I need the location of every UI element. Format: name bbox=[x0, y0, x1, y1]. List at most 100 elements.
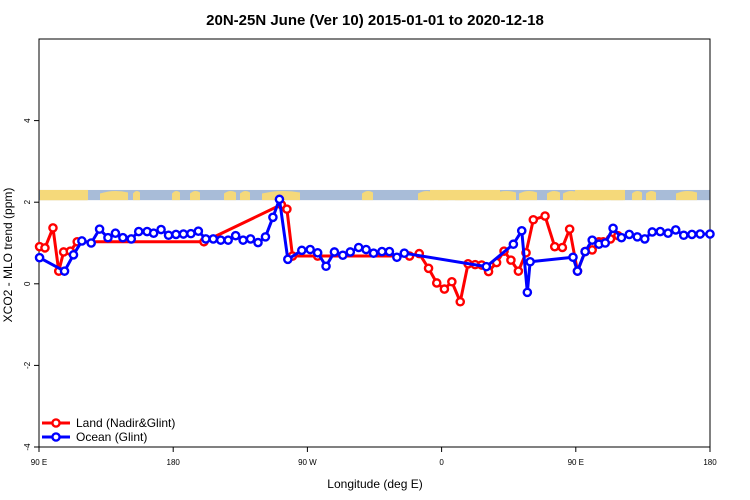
data-point bbox=[572, 266, 583, 276]
data-point bbox=[110, 228, 121, 239]
data-point bbox=[193, 226, 204, 236]
data-point bbox=[670, 225, 681, 235]
data-point bbox=[245, 234, 256, 244]
data-point bbox=[513, 266, 524, 276]
y-tick-label: -4 bbox=[23, 443, 32, 451]
y-tick-label: 4 bbox=[23, 118, 32, 123]
data-point bbox=[624, 229, 635, 240]
data-point bbox=[215, 235, 226, 245]
chart-title: 20N-25N June (Ver 10) 2015-01-01 to 2020… bbox=[206, 12, 544, 29]
data-point bbox=[118, 232, 128, 243]
x-tick-label: 90 E bbox=[568, 458, 584, 467]
data-point bbox=[353, 242, 364, 253]
map-land-shape bbox=[430, 189, 500, 201]
x-axis: 90 E 180 90 W 0 90 E 180 bbox=[31, 447, 717, 467]
data-point bbox=[305, 244, 315, 255]
data-point bbox=[377, 246, 387, 257]
series-ocean bbox=[34, 194, 715, 298]
data-point bbox=[77, 236, 87, 246]
x-tick-label: 180 bbox=[703, 458, 717, 467]
data-point bbox=[522, 287, 533, 298]
data-point bbox=[481, 261, 492, 272]
data-point bbox=[655, 226, 666, 237]
legend-label: Ocean (Glint) bbox=[76, 430, 147, 444]
data-point bbox=[201, 234, 211, 244]
data-point bbox=[253, 237, 263, 248]
map-land-shape bbox=[563, 190, 578, 201]
data-point bbox=[564, 224, 575, 234]
map-land-shape bbox=[172, 190, 180, 201]
data-point bbox=[695, 229, 705, 239]
data-point bbox=[557, 242, 568, 253]
data-point bbox=[678, 230, 689, 241]
data-point bbox=[321, 261, 331, 272]
data-point bbox=[616, 232, 627, 243]
data-point bbox=[423, 263, 434, 274]
data-point bbox=[163, 230, 174, 241]
map-land-shape bbox=[190, 190, 200, 201]
map-land-shape bbox=[676, 190, 697, 201]
data-point bbox=[34, 252, 45, 263]
data-point bbox=[608, 223, 618, 234]
y-axis: -4 -2 0 2 4 bbox=[23, 118, 39, 451]
data-point bbox=[528, 214, 539, 225]
data-point bbox=[455, 296, 466, 307]
y-tick-label: 0 bbox=[23, 281, 32, 286]
data-point bbox=[171, 229, 181, 240]
map-land-shape bbox=[575, 189, 625, 201]
data-point bbox=[133, 226, 144, 237]
x-tick-label: 90 W bbox=[298, 458, 317, 467]
data-point bbox=[705, 229, 715, 239]
data-point bbox=[663, 228, 673, 239]
legend-marker bbox=[51, 418, 61, 428]
x-axis-label: Longitude (deg E) bbox=[327, 477, 422, 491]
data-point bbox=[540, 211, 550, 221]
data-point bbox=[126, 234, 137, 244]
data-point bbox=[384, 246, 395, 257]
data-point bbox=[568, 252, 578, 263]
data-point bbox=[516, 225, 527, 236]
data-point bbox=[59, 266, 70, 276]
data-point bbox=[86, 238, 96, 248]
data-point bbox=[345, 247, 356, 257]
series-line bbox=[38, 197, 710, 294]
data-point bbox=[312, 247, 323, 258]
map-land-shape bbox=[646, 190, 656, 201]
map-ocean-band bbox=[39, 189, 710, 201]
data-point bbox=[587, 235, 598, 245]
data-point bbox=[338, 250, 348, 261]
map-land-shape bbox=[362, 190, 373, 201]
series-layer bbox=[34, 194, 715, 307]
data-point bbox=[283, 254, 293, 265]
map-land-shape bbox=[519, 190, 537, 201]
data-point bbox=[329, 247, 340, 257]
data-point bbox=[94, 224, 105, 234]
data-point bbox=[525, 256, 535, 267]
map-land-shape bbox=[632, 190, 642, 201]
data-point bbox=[549, 241, 560, 252]
data-point bbox=[508, 239, 519, 250]
data-point bbox=[392, 252, 402, 263]
y-tick-label: 2 bbox=[23, 199, 32, 204]
data-point bbox=[178, 229, 189, 239]
legend-marker bbox=[51, 432, 61, 442]
x-tick-label: 90 E bbox=[31, 458, 47, 467]
data-point bbox=[368, 248, 379, 258]
data-point bbox=[230, 230, 241, 241]
series-land bbox=[34, 199, 623, 307]
data-point bbox=[156, 224, 166, 235]
data-point bbox=[103, 232, 113, 243]
data-point bbox=[431, 278, 442, 288]
data-point bbox=[238, 235, 248, 245]
x-tick-label: 0 bbox=[439, 458, 444, 467]
data-point bbox=[361, 244, 371, 255]
data-point bbox=[260, 232, 271, 242]
data-point bbox=[580, 246, 590, 257]
map-land-shape bbox=[40, 189, 88, 201]
data-point bbox=[647, 227, 658, 237]
data-point bbox=[186, 228, 196, 239]
data-point bbox=[40, 243, 50, 253]
data-point bbox=[282, 204, 292, 214]
map-strip bbox=[39, 189, 710, 201]
data-point bbox=[632, 232, 643, 242]
